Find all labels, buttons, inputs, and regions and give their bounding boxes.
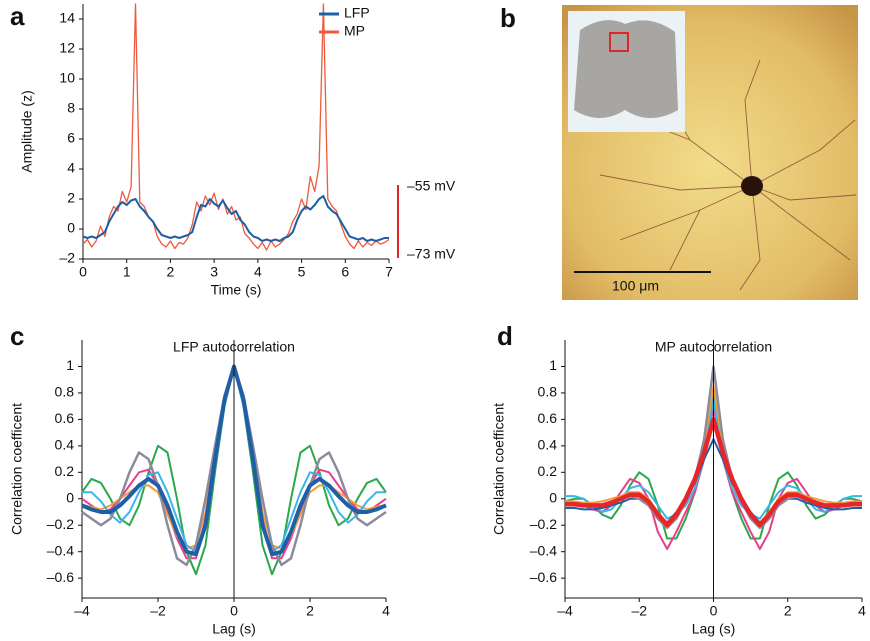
x-tick-label: 4 xyxy=(858,603,866,619)
y-tick-label: 0.6 xyxy=(55,410,75,426)
x-tick-label: –4 xyxy=(74,603,90,619)
chart-panel: d MP autocorrelation–0.6–0.4–0.200.20.40.… xyxy=(491,321,866,637)
panel-label: a xyxy=(10,1,25,31)
y-tick-label: 1 xyxy=(549,357,557,373)
soma xyxy=(741,176,763,196)
y-axis-label: Amplitude (z) xyxy=(19,90,35,172)
y-tick-label: 10 xyxy=(59,70,75,86)
y-tick-label: 0 xyxy=(549,489,557,505)
x-tick-label: 0 xyxy=(710,603,718,619)
x-tick-label: –2 xyxy=(631,603,647,619)
y-tick-label: –0.2 xyxy=(530,516,557,532)
y-tick-label: 12 xyxy=(59,40,75,56)
image-panel: b 100 μm xyxy=(500,3,858,300)
brain-slice xyxy=(574,20,678,118)
y-tick-label: 0.6 xyxy=(538,410,558,426)
inset-box xyxy=(609,32,629,52)
chart-panel: c LFP autocorrelation–0.6–0.4–0.200.20.40… xyxy=(9,321,390,637)
y-tick-label: 0.4 xyxy=(55,437,75,453)
x-axis-label: Lag (s) xyxy=(692,621,736,637)
legend-label: MP xyxy=(344,23,365,39)
x-tick-label: 6 xyxy=(341,264,349,280)
x-tick-label: 2 xyxy=(306,603,314,619)
y-tick-label: 2 xyxy=(67,190,75,206)
y-tick-label: 0.8 xyxy=(538,384,558,400)
y-axis-label: Correlation coefficent xyxy=(9,403,25,535)
y-tick-label: 0.2 xyxy=(55,463,75,479)
neuron-arbor xyxy=(599,59,857,291)
x-tick-label: 4 xyxy=(254,264,262,280)
y-tick-label: –2 xyxy=(59,250,75,266)
x-axis-label: Time (s) xyxy=(211,282,262,298)
x-tick-label: 2 xyxy=(167,264,175,280)
y-tick-label: 1 xyxy=(66,357,74,373)
x-tick-label: 5 xyxy=(298,264,306,280)
y-tick-label: 6 xyxy=(67,130,75,146)
x-axis-label: Lag (s) xyxy=(212,621,256,637)
y-tick-label: 0.2 xyxy=(538,463,558,479)
y-tick-label: 0.8 xyxy=(55,384,75,400)
y-tick-label: –0.2 xyxy=(47,516,74,532)
legend-label: LFP xyxy=(344,5,370,21)
y-tick-label: 14 xyxy=(59,10,75,26)
x-tick-label: 4 xyxy=(382,603,390,619)
x-tick-label: –2 xyxy=(150,603,166,619)
scale-bar-label: –73 mV xyxy=(407,246,456,262)
panel-label: d xyxy=(497,321,513,351)
panel-label: b xyxy=(500,3,516,33)
scale-bar-label: –55 mV xyxy=(407,178,456,194)
y-tick-label: –0.6 xyxy=(47,569,74,585)
y-tick-label: –0.6 xyxy=(530,569,557,585)
x-tick-label: 2 xyxy=(784,603,792,619)
x-tick-label: 7 xyxy=(385,264,393,280)
x-tick-label: 3 xyxy=(210,264,218,280)
y-tick-label: –0.4 xyxy=(47,542,74,558)
series-line xyxy=(82,195,389,242)
y-tick-label: 0.4 xyxy=(538,437,558,453)
panel-label: c xyxy=(10,321,24,351)
y-tick-label: –0.4 xyxy=(530,542,557,558)
x-tick-label: 1 xyxy=(123,264,131,280)
y-tick-label: 0 xyxy=(67,220,75,236)
y-tick-label: 4 xyxy=(67,160,75,176)
x-tick-label: 0 xyxy=(79,264,87,280)
x-tick-label: 0 xyxy=(230,603,238,619)
y-tick-label: 0 xyxy=(66,489,74,505)
y-axis-label: Correlation coefficent xyxy=(491,403,507,535)
y-tick-label: 8 xyxy=(67,100,75,116)
x-tick-label: –4 xyxy=(557,603,573,619)
scale-bar-label: 100 μm xyxy=(612,278,659,294)
